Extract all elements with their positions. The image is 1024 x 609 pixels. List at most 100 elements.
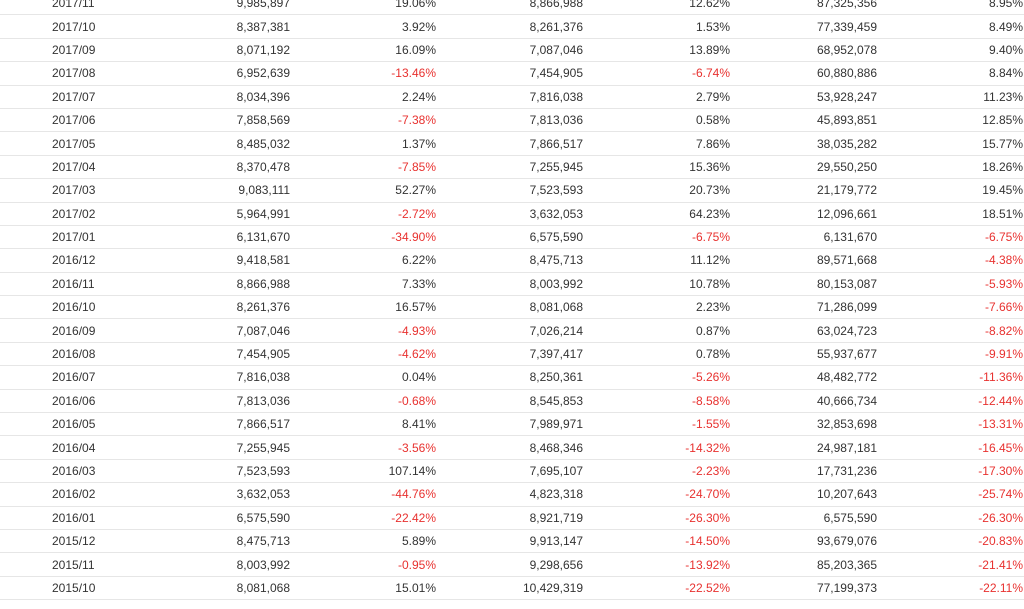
- month-cell: 2017/03: [0, 178, 104, 203]
- value-cell: 9,083,111: [104, 178, 290, 203]
- value-cell: 7,989,971: [436, 412, 583, 437]
- value-cell: 8,003,992: [436, 272, 583, 297]
- percent-change-cell: -9.91%: [877, 342, 1024, 367]
- percent-change-cell: 7.33%: [290, 272, 436, 297]
- cumulative-cell: 60,880,886: [730, 61, 877, 86]
- value-cell: 8,545,853: [436, 389, 583, 414]
- table-row: 2017/02 5,964,991 -2.72% 3,632,053 64.23% 12,…: [0, 202, 1024, 226]
- percent-change-cell: -13.31%: [877, 412, 1024, 437]
- value-cell: 8,866,988: [436, 0, 583, 16]
- percent-change-cell: 12.62%: [583, 0, 730, 16]
- percent-change-cell: 9.40%: [877, 38, 1024, 63]
- percent-change-cell: -4.38%: [877, 248, 1024, 273]
- value-cell: 7,816,038: [104, 365, 290, 390]
- percent-change-cell: 11.23%: [877, 85, 1024, 109]
- cumulative-cell: 53,928,247: [730, 85, 877, 109]
- percent-change-cell: 19.06%: [290, 0, 436, 16]
- table-row: 2017/08 6,952,639 -13.46% 7,454,905 -6.74% 60…: [0, 61, 1024, 86]
- percent-change-cell: 15.36%: [583, 155, 730, 180]
- month-cell: 2016/10: [0, 295, 104, 320]
- month-cell: 2016/09: [0, 318, 104, 343]
- value-cell: 7,813,036: [104, 389, 290, 414]
- month-cell: 2016/04: [0, 435, 104, 460]
- percent-change-cell: 0.78%: [583, 342, 730, 367]
- percent-change-cell: -3.56%: [290, 435, 436, 460]
- percent-change-cell: -24.70%: [583, 482, 730, 507]
- table-row: 2016/04 7,255,945 -3.56% 8,468,346 -14.32% 24…: [0, 435, 1024, 460]
- table-row: 2016/03 7,523,593 107.14% 7,695,107 -2.23% 17…: [0, 459, 1024, 484]
- value-cell: 7,695,107: [436, 459, 583, 484]
- percent-change-cell: 3.92%: [290, 14, 436, 39]
- value-cell: 7,255,945: [104, 435, 290, 460]
- value-cell: 4,823,318: [436, 482, 583, 507]
- table-row: 2017/10 8,387,381 3.92% 8,261,376 1.53% 77,33…: [0, 14, 1024, 39]
- value-cell: 8,081,068: [104, 576, 290, 601]
- cumulative-cell: 71,286,099: [730, 295, 877, 320]
- value-cell: 8,003,992: [104, 552, 290, 577]
- value-cell: 6,575,590: [436, 225, 583, 250]
- percent-change-cell: -22.52%: [583, 576, 730, 601]
- cumulative-cell: 80,153,087: [730, 272, 877, 297]
- percent-change-cell: -8.58%: [583, 389, 730, 414]
- table-row: 2016/01 6,575,590 -22.42% 8,921,719 -26.30% 6…: [0, 506, 1024, 530]
- percent-change-cell: 15.01%: [290, 576, 436, 601]
- percent-change-cell: 2.24%: [290, 85, 436, 109]
- percent-change-cell: -5.26%: [583, 365, 730, 390]
- cumulative-cell: 6,575,590: [730, 506, 877, 530]
- month-cell: 2016/02: [0, 482, 104, 507]
- percent-change-cell: 5.89%: [290, 529, 436, 554]
- month-cell: 2016/07: [0, 365, 104, 390]
- table-row: 2015/12 8,475,713 5.89% 9,913,147 -14.50% 93,…: [0, 529, 1024, 554]
- table-row: 2016/02 3,632,053 -44.76% 4,823,318 -24.70% 1…: [0, 482, 1024, 507]
- table-row: 2016/06 7,813,036 -0.68% 8,545,853 -8.58% 40,…: [0, 389, 1024, 414]
- value-cell: 7,454,905: [436, 61, 583, 86]
- month-cell: 2016/12: [0, 248, 104, 273]
- cumulative-cell: 89,571,668: [730, 248, 877, 273]
- table-row: 2016/05 7,866,517 8.41% 7,989,971 -1.55% 32,8…: [0, 412, 1024, 437]
- month-cell: 2015/12: [0, 529, 104, 554]
- table-row: 2017/03 9,083,111 52.27% 7,523,593 20.73% 21,…: [0, 178, 1024, 203]
- cumulative-cell: 77,199,373: [730, 576, 877, 601]
- value-cell: 7,087,046: [436, 38, 583, 63]
- value-cell: 8,261,376: [104, 295, 290, 320]
- cumulative-cell: 17,731,236: [730, 459, 877, 484]
- month-cell: 2016/11: [0, 272, 104, 297]
- cumulative-cell: 68,952,078: [730, 38, 877, 63]
- percent-change-cell: -20.83%: [877, 529, 1024, 554]
- cumulative-cell: 38,035,282: [730, 131, 877, 156]
- value-cell: 9,298,656: [436, 552, 583, 577]
- month-cell: 2017/02: [0, 202, 104, 226]
- percent-change-cell: -25.74%: [877, 482, 1024, 507]
- cumulative-cell: 29,550,250: [730, 155, 877, 180]
- value-cell: 7,026,214: [436, 318, 583, 343]
- value-cell: 5,964,991: [104, 202, 290, 226]
- percent-change-cell: -8.82%: [877, 318, 1024, 343]
- percent-change-cell: -12.44%: [877, 389, 1024, 414]
- cumulative-cell: 93,679,076: [730, 529, 877, 554]
- value-cell: 7,523,593: [436, 178, 583, 203]
- value-cell: 6,952,639: [104, 61, 290, 86]
- month-cell: 2017/01: [0, 225, 104, 250]
- percent-change-cell: 107.14%: [290, 459, 436, 484]
- cumulative-cell: 24,987,181: [730, 435, 877, 460]
- month-cell: 2016/06: [0, 389, 104, 414]
- percent-change-cell: -1.55%: [583, 412, 730, 437]
- percent-change-cell: 11.12%: [583, 248, 730, 273]
- percent-change-cell: -6.74%: [583, 61, 730, 86]
- percent-change-cell: 6.22%: [290, 248, 436, 273]
- month-cell: 2016/08: [0, 342, 104, 367]
- percent-change-cell: -44.76%: [290, 482, 436, 507]
- table-row: 2016/08 7,454,905 -4.62% 7,397,417 0.78% 55,9…: [0, 342, 1024, 367]
- percent-change-cell: -17.30%: [877, 459, 1024, 484]
- month-cell: 2017/07: [0, 85, 104, 109]
- cumulative-cell: 45,893,851: [730, 108, 877, 133]
- percent-change-cell: 8.49%: [877, 14, 1024, 39]
- percent-change-cell: 8.95%: [877, 0, 1024, 16]
- value-cell: 8,071,192: [104, 38, 290, 63]
- percent-change-cell: -0.95%: [290, 552, 436, 577]
- percent-change-cell: 19.45%: [877, 178, 1024, 203]
- percent-change-cell: 18.51%: [877, 202, 1024, 226]
- percent-change-cell: -2.23%: [583, 459, 730, 484]
- cumulative-cell: 6,131,670: [730, 225, 877, 250]
- value-cell: 9,913,147: [436, 529, 583, 554]
